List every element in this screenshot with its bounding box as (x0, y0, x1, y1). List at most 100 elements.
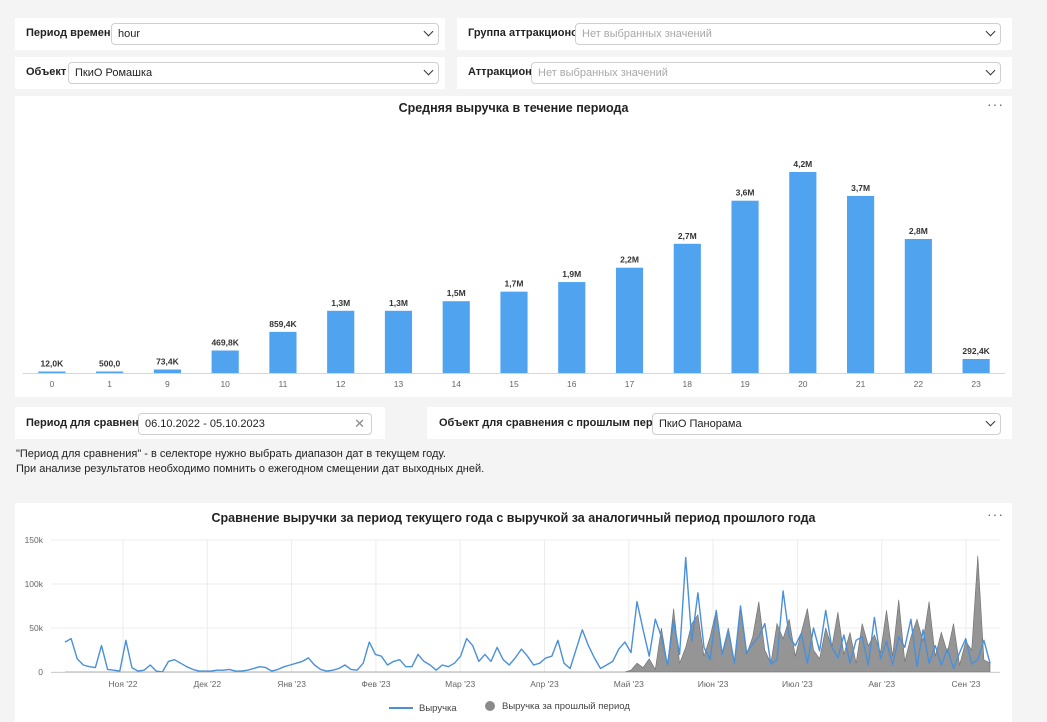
compare-object-card: Объект для сравнения с прошлым периодом … (427, 407, 1012, 439)
bar (904, 239, 932, 373)
y-tick-label: 0 (38, 667, 43, 677)
bar (615, 267, 644, 373)
chevron-down-icon (423, 65, 434, 76)
x-tick-label: 20 (798, 379, 808, 389)
line-chart-card: Сравнение выручки за период текущего год… (15, 503, 1012, 722)
bar-data-label: 1,5M (447, 288, 466, 298)
bar-data-label: 73,4K (156, 356, 180, 366)
x-tick-label: 23 (971, 379, 981, 389)
x-tick-label: 22 (914, 379, 924, 389)
compare-period-value: 06.10.2022 - 05.10.2023 (145, 418, 265, 430)
bar (327, 310, 355, 373)
filter-period-card: Период времени hour (15, 18, 445, 50)
x-tick-label: Июл '23 (782, 679, 813, 689)
bar (38, 371, 66, 373)
x-tick-label: Фев '23 (361, 679, 390, 689)
x-tick-label: Дек '22 (193, 679, 221, 689)
x-tick-label: 12 (336, 379, 346, 389)
x-tick-label: Сен '23 (952, 679, 981, 689)
bar (384, 310, 413, 373)
object-value: ПкиО Ромашка (75, 67, 153, 79)
chevron-down-icon (985, 26, 996, 37)
chevron-down-icon (985, 65, 996, 76)
bar-data-label: 12,0K (41, 359, 65, 369)
bar-data-label: 292,4K (962, 346, 990, 356)
object-label: Объект (26, 66, 67, 78)
period-label: Период времени (26, 27, 118, 39)
bar (500, 291, 528, 373)
x-tick-label: 1 (107, 379, 112, 389)
more-dots-icon[interactable]: ··· (987, 96, 1004, 112)
bar-data-label: 1,3M (331, 298, 350, 308)
clear-icon[interactable]: ✕ (354, 416, 365, 431)
note-line-2: При анализе результатов необходимо помни… (16, 463, 485, 475)
chevron-down-icon (423, 26, 434, 37)
chevron-down-icon (985, 416, 996, 427)
bar (96, 371, 124, 373)
legend-current-label: Выручка (419, 703, 457, 714)
x-tick-label: 0 (50, 379, 55, 389)
bar (847, 195, 875, 373)
bar (962, 359, 990, 373)
y-tick-label: 100k (25, 579, 44, 589)
bar (673, 243, 701, 373)
bar (558, 282, 586, 373)
bar-data-label: 500,0 (99, 359, 121, 369)
x-tick-label: Май '23 (614, 679, 644, 689)
bar-data-label: 3,7M (851, 183, 870, 193)
attraction-placeholder: Нет выбранных значений (538, 67, 668, 79)
legend-previous[interactable]: Выручка за прошлый период (485, 701, 630, 712)
y-tick-label: 50k (29, 623, 43, 633)
x-tick-label: 15 (509, 379, 519, 389)
x-tick-label: 16 (567, 379, 577, 389)
bar (153, 369, 181, 373)
x-tick-label: Июн '23 (698, 679, 729, 689)
legend-current[interactable]: Выручка (389, 703, 457, 714)
bar-data-label: 1,7M (505, 279, 524, 289)
period-select[interactable]: hour (111, 23, 439, 45)
previous-period-area (65, 555, 991, 673)
bar-data-label: 2,8M (909, 226, 928, 236)
compare-object-select[interactable]: ПкиО Панорама (652, 413, 1001, 435)
x-tick-label: 17 (625, 379, 635, 389)
bar-data-label: 1,9M (562, 269, 581, 279)
bar-data-label: 2,2M (620, 255, 639, 265)
group-label: Группа аттракционов (468, 27, 585, 39)
x-tick-label: Ноя '22 (109, 679, 138, 689)
x-tick-label: 13 (394, 379, 404, 389)
group-placeholder: Нет выбранных значений (582, 28, 712, 40)
compare-period-label: Период для сравнения (26, 417, 152, 429)
bar-data-label: 3,6M (736, 188, 755, 198)
object-select[interactable]: ПкиО Ромашка (68, 62, 439, 84)
attraction-select[interactable]: Нет выбранных значений (531, 62, 1001, 84)
line-chart: 0 50k 100k 150k Ноя '22 Дек '22 Янв '23 Фев '23… (25, 535, 1000, 689)
x-tick-label: 14 (452, 379, 462, 389)
x-tick-label: Янв '23 (277, 679, 306, 689)
bar-data-label: 2,7M (678, 231, 697, 241)
period-value: hour (118, 28, 141, 40)
more-dots-icon[interactable]: ··· (987, 506, 1004, 522)
note-line-1: "Период для сравнения" - в селекторе нуж… (16, 448, 446, 460)
bar (269, 331, 297, 373)
legend-dot-swatch (485, 701, 495, 712)
group-select[interactable]: Нет выбранных значений (575, 23, 1001, 45)
x-tick-label: 19 (740, 379, 750, 389)
compare-period-card: Период для сравнения 06.10.2022 - 05.10.… (15, 407, 385, 439)
bar (731, 200, 759, 373)
line-chart-title: Сравнение выручки за период текущего год… (211, 511, 816, 525)
bar-chart: 12,0K 0 500,0 1 73,4K 9 469,8K 10 859,4K 11 1,3M 12… (23, 159, 1005, 389)
compare-object-label: Объект для сравнения с прошлым периодом (439, 417, 688, 429)
bar-data-label: 469,8K (211, 338, 239, 348)
bar-chart-title: Средняя выручка в течение периода (398, 101, 629, 115)
bar (442, 301, 470, 373)
x-tick-label: 10 (220, 379, 230, 389)
filter-object-card: Объект ПкиО Ромашка (15, 57, 445, 89)
legend-previous-label: Выручка за прошлый период (502, 701, 630, 712)
x-tick-label: 11 (279, 379, 288, 389)
x-tick-label: Апр '23 (530, 679, 559, 689)
compare-object-value: ПкиО Панорама (659, 418, 742, 430)
y-tick-label: 150k (25, 535, 44, 545)
x-tick-label: Авг '23 (868, 679, 895, 689)
bar-data-label: 859,4K (269, 319, 297, 329)
compare-period-input[interactable]: 06.10.2022 - 05.10.2023 ✕ (138, 413, 372, 435)
